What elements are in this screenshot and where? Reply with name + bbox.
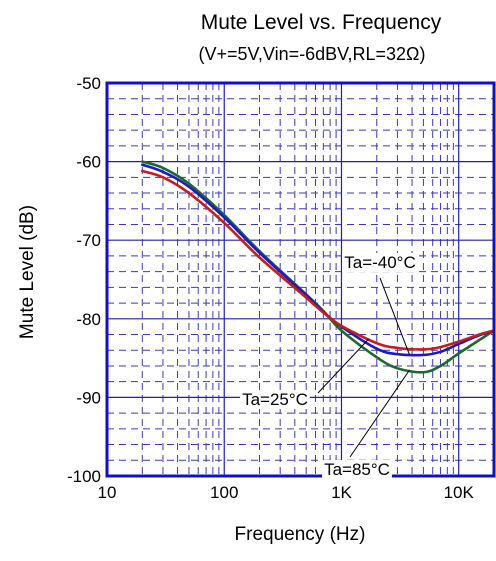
y-tick-label: -100	[67, 467, 101, 486]
grid	[106, 82, 495, 477]
annotation-label: Ta=85°C	[324, 460, 390, 479]
annotation-leader	[379, 277, 410, 355]
annotation-bg	[322, 460, 392, 479]
annotation-label: Ta=25°C	[242, 390, 308, 409]
y-tick-label: -80	[76, 310, 101, 329]
x-tick-label: 10K	[444, 483, 475, 502]
annotation-bg	[342, 253, 418, 272]
plot-border	[105, 81, 496, 478]
annotation-leader	[317, 338, 369, 394]
annotation-leader	[349, 369, 410, 458]
x-tick-label: 10	[98, 483, 117, 502]
y-axis-label: Mute Level (dB)	[17, 205, 38, 339]
chart-subtitle: (V+=5V,Vin=-6dBV,RL=32Ω)	[199, 44, 426, 64]
plot-frame	[105, 81, 496, 478]
chart-title: Mute Level vs. Frequency	[201, 11, 442, 34]
annotation-bg	[240, 390, 310, 409]
series-line-2	[140, 169, 496, 351]
series-lines	[140, 160, 496, 374]
x-tick-label: 100	[210, 483, 238, 502]
y-tick-label: -70	[76, 231, 101, 250]
annotation-label: Ta=-40°C	[344, 253, 416, 272]
annotations: Ta=-40°C Ta=25°C Ta=85°C	[240, 253, 418, 479]
series-line-0	[140, 160, 496, 374]
x-tick-label: 1K	[331, 483, 352, 502]
y-tick-label: -60	[76, 153, 101, 172]
y-tick-label: -90	[76, 388, 101, 407]
y-tick-label: -50	[76, 74, 101, 93]
x-axis-label: Frequency (Hz)	[235, 524, 366, 545]
